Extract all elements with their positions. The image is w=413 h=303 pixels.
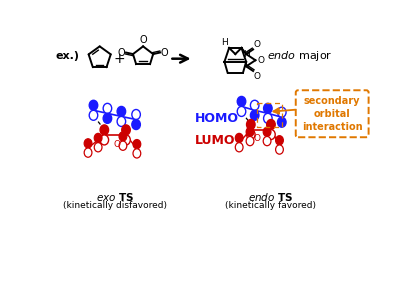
Ellipse shape xyxy=(246,136,254,146)
Text: HOMO: HOMO xyxy=(195,112,239,125)
Ellipse shape xyxy=(84,148,92,157)
Ellipse shape xyxy=(278,107,286,117)
Ellipse shape xyxy=(84,139,92,148)
Ellipse shape xyxy=(235,143,243,152)
Ellipse shape xyxy=(237,96,246,106)
Ellipse shape xyxy=(94,133,102,143)
Text: H: H xyxy=(243,50,250,59)
Text: $\it{exo}$ TS: $\it{exo}$ TS xyxy=(96,191,134,203)
Ellipse shape xyxy=(237,106,246,116)
Ellipse shape xyxy=(119,132,127,141)
Ellipse shape xyxy=(89,100,98,110)
Ellipse shape xyxy=(263,127,271,136)
Ellipse shape xyxy=(117,116,126,126)
Ellipse shape xyxy=(263,103,272,113)
Ellipse shape xyxy=(263,136,271,146)
FancyBboxPatch shape xyxy=(296,90,368,137)
Ellipse shape xyxy=(94,143,102,152)
Ellipse shape xyxy=(132,119,140,129)
Text: O: O xyxy=(161,48,169,58)
Ellipse shape xyxy=(278,117,286,127)
Text: O: O xyxy=(254,72,261,81)
Ellipse shape xyxy=(122,135,130,145)
Ellipse shape xyxy=(275,145,283,154)
Text: secondary
orbital
interaction: secondary orbital interaction xyxy=(302,95,363,132)
Ellipse shape xyxy=(250,100,259,110)
Ellipse shape xyxy=(267,129,275,140)
Text: (kinetically disfavored): (kinetically disfavored) xyxy=(63,201,167,210)
Text: O: O xyxy=(118,48,125,58)
Ellipse shape xyxy=(100,135,109,145)
Ellipse shape xyxy=(117,106,126,116)
Text: ex.): ex.) xyxy=(55,51,79,61)
Text: $\it{endo}$ TS: $\it{endo}$ TS xyxy=(247,191,293,203)
Text: O: O xyxy=(139,35,147,45)
Ellipse shape xyxy=(263,113,272,123)
Text: +: + xyxy=(113,52,125,66)
Text: (kinetically favored): (kinetically favored) xyxy=(225,201,316,210)
Ellipse shape xyxy=(89,110,98,120)
Ellipse shape xyxy=(247,129,255,140)
Text: O: O xyxy=(254,40,261,49)
Ellipse shape xyxy=(275,136,283,145)
Ellipse shape xyxy=(250,110,259,120)
Text: O: O xyxy=(114,140,121,149)
Text: H: H xyxy=(221,38,228,47)
Ellipse shape xyxy=(133,149,141,158)
Ellipse shape xyxy=(267,119,275,129)
Ellipse shape xyxy=(235,133,243,143)
Ellipse shape xyxy=(103,103,112,113)
Text: O: O xyxy=(257,56,264,65)
Ellipse shape xyxy=(132,109,140,119)
Text: O: O xyxy=(254,134,261,143)
Ellipse shape xyxy=(122,125,130,135)
Ellipse shape xyxy=(247,119,255,129)
Text: $\it{endo}$ major: $\it{endo}$ major xyxy=(267,48,332,63)
Ellipse shape xyxy=(246,127,254,136)
Ellipse shape xyxy=(119,141,127,150)
Ellipse shape xyxy=(133,140,141,149)
Ellipse shape xyxy=(100,125,109,135)
Ellipse shape xyxy=(103,113,112,123)
Text: LUMO: LUMO xyxy=(195,134,235,147)
